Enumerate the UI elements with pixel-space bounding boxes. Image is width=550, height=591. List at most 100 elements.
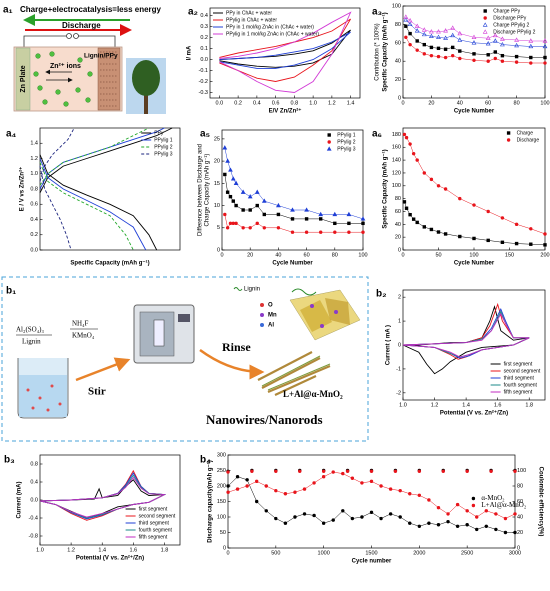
- y-axis-label: Current ( mA ): [386, 325, 392, 365]
- marker: [422, 171, 426, 175]
- x-tick-label: 0.2: [234, 100, 242, 106]
- series-line: [402, 312, 530, 358]
- marker: [360, 515, 364, 519]
- marker: [436, 506, 441, 510]
- legend-text: first segment: [504, 361, 533, 367]
- x-tick-label: 2000: [413, 550, 425, 556]
- marker: [514, 241, 519, 246]
- x-tick-label: 0.0: [216, 100, 224, 106]
- y-axis-label: Charge Capacity (mAh g⁻¹): [205, 154, 211, 227]
- marker: [429, 45, 434, 50]
- nanowires: [257, 351, 331, 396]
- marker: [485, 35, 491, 40]
- series-line: [404, 134, 546, 235]
- legend-text: L+Al@α-MnO₂: [481, 501, 526, 509]
- x-axis-label: Specific Capacity (mAh g⁻¹): [70, 260, 149, 267]
- diagram-a1: a₁ Charge+electrocatalysis=less energy D…: [3, 5, 166, 114]
- y-tick-label: 0: [217, 247, 220, 253]
- y2-tick-label: 40: [517, 514, 523, 520]
- series-line: [405, 19, 545, 47]
- marker: [415, 220, 419, 225]
- marker: [404, 35, 408, 39]
- marker: [450, 25, 456, 30]
- y-tick-label: 0.2: [200, 35, 208, 41]
- marker: [250, 469, 254, 473]
- marker: [441, 469, 445, 473]
- marker: [255, 499, 259, 504]
- marker: [528, 43, 534, 49]
- y-tick-label: -0.1: [199, 68, 208, 74]
- marker: [347, 230, 351, 234]
- marker: [436, 184, 441, 188]
- marker: [422, 225, 426, 229]
- marker: [235, 475, 240, 479]
- marker: [458, 56, 462, 61]
- marker: [408, 142, 412, 146]
- y-tick-label: 10: [214, 203, 220, 209]
- legend-text: fifth segment: [139, 534, 168, 540]
- marker: [543, 55, 547, 60]
- marker: [234, 203, 238, 208]
- y-tick-label: 20: [395, 77, 401, 83]
- y-tick-label: 2: [398, 295, 401, 301]
- marker: [388, 512, 393, 516]
- marker: [543, 61, 547, 65]
- marker: [465, 523, 469, 527]
- y-tick-label: 20: [214, 159, 220, 165]
- marker: [274, 516, 278, 521]
- x-tick-label: 80: [332, 252, 338, 258]
- legend-text: PPylig 1: [337, 132, 356, 138]
- marker: [529, 242, 533, 246]
- marker: [290, 230, 295, 234]
- series-line: [39, 127, 173, 251]
- marker: [514, 222, 519, 227]
- marker: [411, 217, 416, 221]
- legend-text: α-MnO₂: [481, 494, 505, 502]
- series-line: [405, 26, 545, 58]
- marker: [302, 487, 307, 491]
- diagram-b1: b₁ Al₂(SO₄)₃ Lignin NH₄F KMnO₄ Stir Rins…: [1, 276, 369, 442]
- series-line: [39, 127, 75, 251]
- marker: [331, 518, 335, 522]
- x-tick-label: 200: [540, 252, 549, 258]
- marker: [493, 50, 497, 54]
- series-line: [224, 147, 364, 220]
- marker: [398, 515, 402, 519]
- panel-label: b₃: [4, 455, 15, 466]
- marker: [407, 21, 413, 27]
- legend-text: PPy in 1 mol/kg ZnAc in (ChAc + water): [226, 24, 314, 30]
- marker: [350, 476, 355, 480]
- x-tick-label: 1.4: [462, 402, 470, 408]
- plot-frame: [209, 7, 361, 99]
- legend-text: PPylig 2: [154, 144, 173, 150]
- marker: [290, 217, 295, 221]
- marker: [304, 207, 309, 212]
- legend-text: Al: [268, 323, 274, 329]
- x-tick-label: 0.4: [253, 100, 261, 106]
- marker: [475, 515, 479, 519]
- x-tick-label: 0: [226, 550, 229, 556]
- y2-tick-label: 60: [517, 499, 523, 505]
- y-tick-label: 25: [214, 136, 220, 142]
- marker: [500, 36, 505, 41]
- y-tick-label: 0.4: [200, 13, 208, 19]
- y-axis-label: Discharge capacity(mAh g⁻¹): [207, 460, 214, 543]
- x-tick-label: 1.0: [36, 547, 44, 553]
- x-tick-label: 1.8: [525, 402, 533, 408]
- legend-swatch: [506, 138, 511, 142]
- legend-swatch: [482, 22, 488, 27]
- legend-text: PPylig 3: [154, 151, 173, 157]
- marker: [513, 512, 517, 516]
- y-tick-label: 0.3: [200, 24, 208, 30]
- marker: [240, 189, 246, 194]
- legend-swatch: [482, 29, 488, 34]
- series-line: [405, 37, 545, 64]
- process-arrow: [199, 348, 265, 380]
- x-tick-label: 50: [435, 252, 441, 258]
- circuit-wire: [23, 35, 116, 48]
- y-tick-label: 5: [217, 225, 220, 231]
- marker: [486, 238, 490, 243]
- marker: [312, 481, 316, 485]
- y-tick-label: -1: [396, 366, 401, 372]
- legend-swatch: [483, 16, 487, 20]
